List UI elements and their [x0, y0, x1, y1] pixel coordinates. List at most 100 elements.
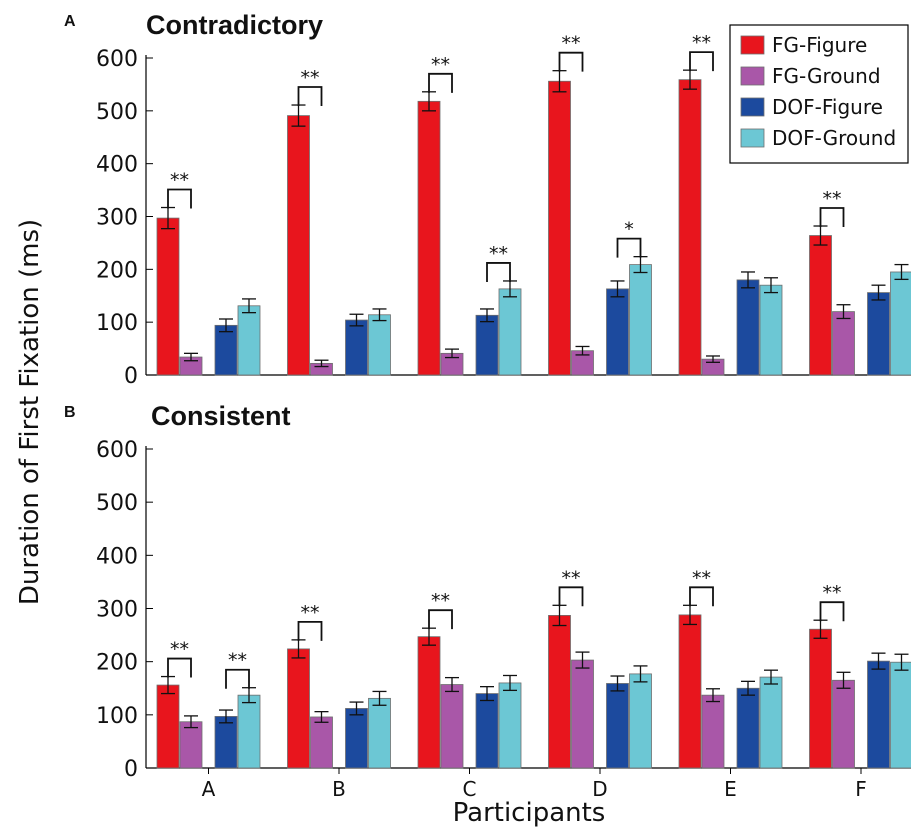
x-tick-label: F	[855, 777, 867, 801]
bar-dof-figure	[867, 660, 890, 769]
bar-dof-ground	[759, 676, 783, 769]
bar-fg-figure	[156, 684, 180, 769]
legend-label: DOF-Ground	[772, 126, 896, 150]
y-tick-label: 300	[96, 206, 138, 231]
y-tick-label: 100	[96, 311, 138, 336]
significance-bracket	[616, 237, 642, 258]
bar-fg-figure	[417, 100, 441, 376]
legend-swatch-fg-ground	[740, 66, 765, 86]
bar-fg-figure	[156, 217, 180, 376]
bar-dof-figure	[867, 292, 890, 376]
bar-dof-ground	[759, 284, 783, 376]
bar-fg-figure	[548, 80, 571, 376]
y-tick-label: 600	[96, 438, 138, 463]
bar-fg-ground	[571, 659, 594, 769]
bar-dof-ground	[498, 682, 522, 769]
significance-label: *	[624, 219, 634, 241]
legend-swatch-fg-figure	[740, 35, 765, 55]
y-axis-title: Duration of First Fixation (ms)	[15, 219, 45, 605]
panel-title: Consistent	[151, 401, 291, 431]
x-tick-label: E	[724, 777, 737, 801]
x-tick-label: D	[592, 777, 607, 801]
bar-dof-figure	[475, 314, 499, 376]
bar-fg-figure	[809, 628, 832, 769]
bar-dof-figure	[736, 279, 760, 376]
bar-fg-figure	[548, 615, 571, 769]
significance-label: **	[431, 54, 450, 76]
bar-dof-figure	[606, 683, 629, 769]
x-tick-label: C	[463, 777, 477, 801]
bar-fg-ground	[179, 721, 203, 769]
bar-dof-ground	[890, 271, 911, 376]
x-axis-title: Participants	[453, 798, 606, 828]
significance-bracket	[225, 668, 250, 689]
y-tick-label: 100	[96, 704, 138, 729]
y-tick-label: 300	[96, 598, 138, 623]
y-tick-label: 500	[96, 491, 138, 516]
significance-bracket	[689, 51, 714, 72]
significance-label: **	[301, 67, 320, 89]
bar-dof-ground	[237, 694, 261, 769]
bar-fg-ground	[832, 311, 855, 376]
bar-dof-ground	[237, 305, 261, 376]
y-tick-label: 400	[96, 153, 138, 178]
significance-bracket	[819, 207, 845, 228]
y-tick-label: 400	[96, 544, 138, 569]
x-tick-label: B	[332, 777, 346, 801]
bar-dof-figure	[214, 716, 238, 769]
bar-dof-figure	[475, 693, 499, 769]
y-tick-label: 500	[96, 100, 138, 125]
bar-dof-figure	[214, 324, 238, 376]
legend-swatch-dof-ground	[740, 128, 765, 148]
y-tick-label: 200	[96, 258, 138, 283]
panel-contradictory: A Contradictory0100200300400500600*******…	[64, 10, 911, 389]
legend: FG-Figure FG-Ground DOF-Figure DOF-Ground	[729, 24, 909, 164]
bar-dof-ground	[368, 314, 391, 376]
significance-bracket	[428, 609, 453, 630]
significance-bracket	[297, 620, 323, 641]
legend-swatch-dof-figure	[740, 97, 765, 117]
significance-label: **	[823, 582, 842, 604]
significance-bracket	[558, 586, 584, 607]
bar-dof-ground	[629, 264, 652, 376]
bar-dof-figure	[345, 708, 368, 769]
bar-dof-ground	[890, 661, 911, 769]
significance-label: **	[170, 639, 189, 661]
bar-fg-figure	[809, 235, 832, 376]
significance-label: **	[170, 170, 189, 192]
significance-label: **	[823, 188, 842, 210]
significance-label: **	[301, 602, 320, 624]
y-tick-label: 0	[124, 757, 138, 782]
bar-fg-figure	[417, 636, 441, 769]
bar-dof-ground	[368, 697, 391, 769]
significance-bracket	[486, 262, 511, 282]
panel-title: Contradictory	[146, 10, 323, 40]
bar-dof-figure	[345, 319, 368, 376]
bar-fg-figure	[287, 648, 310, 769]
y-tick-label: 600	[96, 47, 138, 72]
legend-label: FG-Ground	[772, 64, 881, 88]
y-tick-label: 200	[96, 651, 138, 676]
bar-dof-figure	[606, 288, 629, 376]
bar-fg-ground	[440, 684, 464, 769]
panel-letter: A	[64, 13, 76, 30]
panel-letter: B	[64, 404, 76, 421]
legend-label: DOF-Figure	[772, 95, 883, 119]
significance-bracket	[558, 51, 584, 72]
x-tick-label: A	[202, 777, 216, 801]
bar-dof-ground	[498, 288, 522, 376]
bar-fg-figure	[678, 614, 702, 769]
legend-label: FG-Figure	[772, 33, 867, 57]
significance-bracket	[167, 657, 192, 678]
significance-bracket	[819, 601, 845, 622]
significance-label: **	[562, 33, 581, 55]
bar-dof-figure	[736, 687, 760, 769]
significance-bracket	[428, 72, 453, 93]
bar-fg-ground	[832, 679, 855, 769]
significance-label: **	[692, 32, 711, 54]
significance-bracket	[689, 586, 714, 607]
significance-bracket	[297, 86, 323, 107]
significance-label: **	[489, 243, 508, 265]
y-tick-label: 0	[124, 364, 138, 389]
